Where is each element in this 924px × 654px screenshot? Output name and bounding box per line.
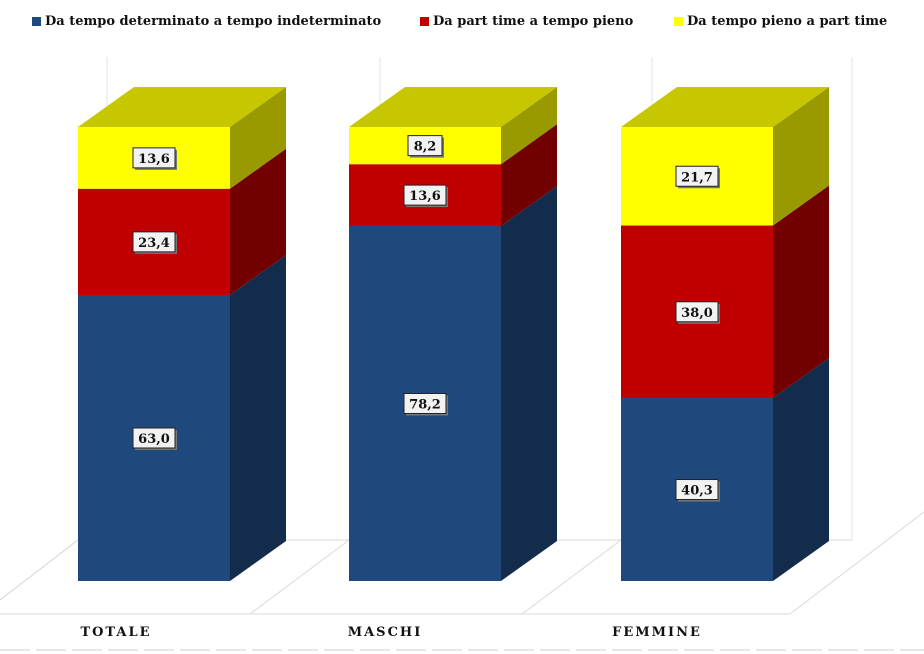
bar-side-totale-series-2 xyxy=(230,148,286,295)
value-label-femmine-series-1: 40,3 xyxy=(681,484,713,499)
legend-swatch-series-2 xyxy=(420,17,429,26)
bar-side-maschi-series-1 xyxy=(501,185,557,582)
legend-label-series-1: Da tempo determinato a tempo indetermina… xyxy=(45,14,382,29)
legend-swatch-series-1 xyxy=(32,17,41,26)
bar-side-maschi-series-2 xyxy=(501,124,557,226)
value-label-maschi-series-2: 13,6 xyxy=(409,189,441,204)
value-label-totale-series-1: 63,0 xyxy=(138,432,170,447)
bar-side-maschi-series-3 xyxy=(501,87,557,165)
value-label-box-femmine-series-2 xyxy=(675,301,719,323)
legend-item-series-1: Da tempo determinato a tempo indetermina… xyxy=(32,14,381,29)
bar-side-femmine-series-1 xyxy=(773,358,829,581)
value-label-box-maschi-series-2 xyxy=(403,184,447,206)
category-label-totale: TOTALE xyxy=(80,625,151,640)
legend-label-series-3: Da tempo pieno a part time xyxy=(687,14,888,29)
bar-side-totale-series-3 xyxy=(230,87,286,189)
floor-divider-2 xyxy=(249,539,350,615)
bar-top-femmine xyxy=(621,87,829,127)
value-label-femmine-series-2: 38,0 xyxy=(681,306,713,321)
floor-divider-1 xyxy=(0,539,79,601)
value-label-box-femmine-series-1 xyxy=(675,479,719,501)
value-label-box-maschi-series-3 xyxy=(407,135,443,157)
bar-side-totale-series-1 xyxy=(230,254,286,582)
category-label-maschi: MASCHI xyxy=(348,625,423,640)
category-label-femmine: FEMMINE xyxy=(612,625,702,640)
legend-swatch-series-3 xyxy=(674,17,683,26)
value-label-femmine-series-3: 21,7 xyxy=(681,170,713,185)
value-label-box-femmine-series-3 xyxy=(675,165,719,187)
legend-label-series-2: Da part time a tempo pieno xyxy=(433,14,634,29)
value-label-box-totale-series-1 xyxy=(132,427,176,449)
bar-top-maschi xyxy=(349,87,557,127)
bar-side-femmine-series-2 xyxy=(773,185,829,399)
bar-side-femmine-series-3 xyxy=(773,87,829,226)
value-label-totale-series-2: 23,4 xyxy=(138,236,170,251)
legend-item-series-2: Da part time a tempo pieno xyxy=(420,14,633,29)
bar-top-totale xyxy=(78,87,286,127)
floor-divider-3 xyxy=(521,539,622,615)
value-label-box-totale-series-3 xyxy=(132,147,176,169)
chart-legend: Da tempo determinato a tempo indetermina… xyxy=(0,6,924,32)
value-label-box-totale-series-2 xyxy=(132,231,176,253)
legend-item-series-3: Da tempo pieno a part time xyxy=(674,14,887,29)
floor-right-edge xyxy=(789,511,924,615)
value-label-maschi-series-3: 8,2 xyxy=(414,140,437,155)
value-label-maschi-series-1: 78,2 xyxy=(409,397,441,412)
value-label-box-maschi-series-1 xyxy=(403,392,447,414)
value-label-totale-series-3: 13,6 xyxy=(138,152,170,167)
